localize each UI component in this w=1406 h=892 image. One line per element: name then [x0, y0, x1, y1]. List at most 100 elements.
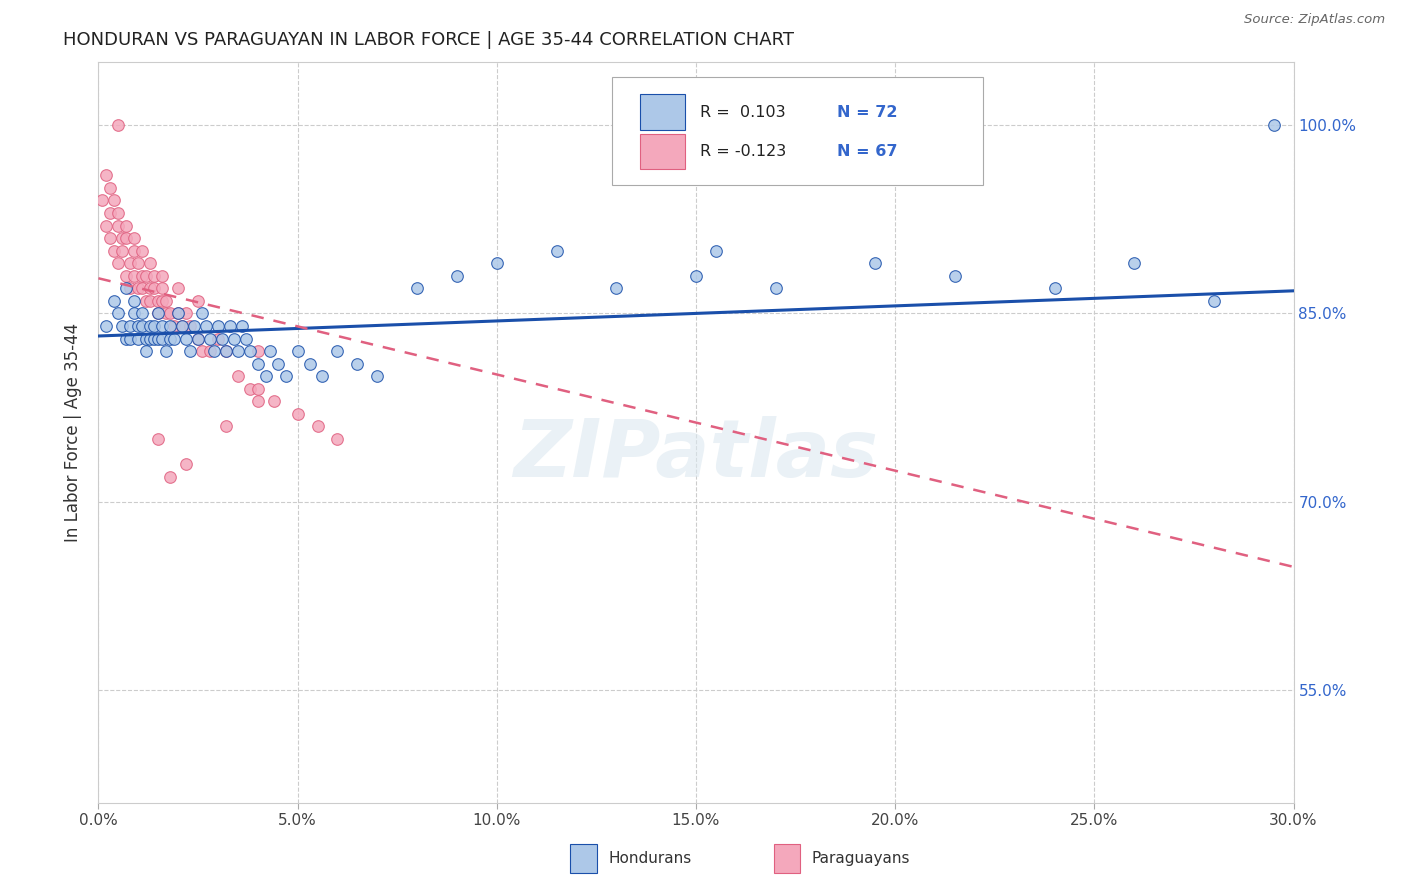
Point [187, 331, 209, 345]
Point [124, 306, 146, 320]
Point [120, 331, 142, 345]
Point [326, 344, 349, 359]
Point [103, 194, 125, 208]
Point [159, 469, 181, 483]
Point [222, 331, 245, 345]
Point [187, 331, 209, 345]
Point [115, 268, 138, 283]
Point [191, 306, 214, 320]
Point [235, 331, 257, 345]
Point [98, 181, 122, 195]
Point [263, 394, 285, 409]
Point [135, 293, 157, 308]
Point [150, 281, 173, 295]
Point [174, 331, 197, 345]
Point [143, 318, 166, 333]
Bar [773, 844, 800, 873]
Point [346, 357, 368, 371]
Point [179, 344, 201, 359]
Point [127, 281, 149, 295]
Point [191, 344, 214, 359]
Point [150, 331, 173, 345]
Point [115, 219, 138, 233]
Point [96, 219, 118, 233]
Point [131, 281, 153, 295]
Point [131, 318, 153, 333]
Bar [571, 844, 596, 873]
Point [246, 382, 269, 396]
Point [765, 281, 787, 295]
Point [98, 206, 122, 220]
Point [254, 369, 277, 384]
Point [148, 306, 170, 320]
Point [107, 118, 129, 132]
Point [311, 369, 333, 384]
Text: ZIPatlas: ZIPatlas [513, 416, 879, 494]
Point [159, 306, 181, 320]
Point [231, 318, 253, 333]
Point [215, 344, 238, 359]
Point [143, 331, 166, 345]
Point [127, 331, 149, 345]
Point [259, 344, 281, 359]
Point [179, 318, 201, 333]
Point [287, 407, 309, 421]
Text: Hondurans: Hondurans [609, 851, 692, 866]
Point [167, 281, 190, 295]
Point [124, 231, 146, 245]
Point [163, 318, 186, 333]
Point [172, 318, 194, 333]
Point [167, 306, 190, 320]
Point [239, 382, 262, 396]
Point [198, 344, 221, 359]
Text: N = 72: N = 72 [837, 104, 897, 120]
Point [406, 281, 429, 295]
Point [148, 293, 170, 308]
Point [187, 293, 209, 308]
Point [135, 344, 157, 359]
Point [155, 344, 177, 359]
Text: R =  0.103: R = 0.103 [700, 104, 785, 120]
Point [135, 268, 157, 283]
Point [202, 344, 225, 359]
Point [485, 256, 508, 270]
Point [226, 344, 249, 359]
Point [366, 369, 388, 384]
Point [704, 244, 727, 258]
Point [148, 432, 170, 446]
Point [307, 419, 329, 434]
Bar [640, 95, 685, 130]
Point [298, 357, 321, 371]
Text: R = -0.123: R = -0.123 [700, 144, 786, 159]
Point [148, 306, 170, 320]
Point [174, 306, 197, 320]
Point [287, 344, 309, 359]
Point [1202, 293, 1225, 308]
Point [135, 331, 157, 345]
Point [150, 293, 173, 308]
Point [183, 318, 205, 333]
Point [98, 231, 122, 245]
Point [546, 244, 568, 258]
Text: Source: ZipAtlas.com: Source: ZipAtlas.com [1244, 13, 1385, 27]
Point [131, 306, 153, 320]
Point [124, 293, 146, 308]
Point [1263, 118, 1285, 132]
Point [167, 306, 190, 320]
Point [211, 331, 233, 345]
Point [115, 331, 138, 345]
Point [120, 281, 142, 295]
FancyBboxPatch shape [613, 78, 983, 185]
Bar [640, 134, 685, 169]
Text: N = 67: N = 67 [837, 144, 897, 159]
Point [1043, 281, 1066, 295]
Point [215, 419, 238, 434]
Point [131, 244, 153, 258]
Point [172, 318, 194, 333]
Point [446, 268, 468, 283]
Y-axis label: In Labor Force | Age 35-44: In Labor Force | Age 35-44 [65, 323, 83, 542]
Point [1123, 256, 1146, 270]
Point [159, 331, 181, 345]
Point [107, 219, 129, 233]
Point [246, 344, 269, 359]
